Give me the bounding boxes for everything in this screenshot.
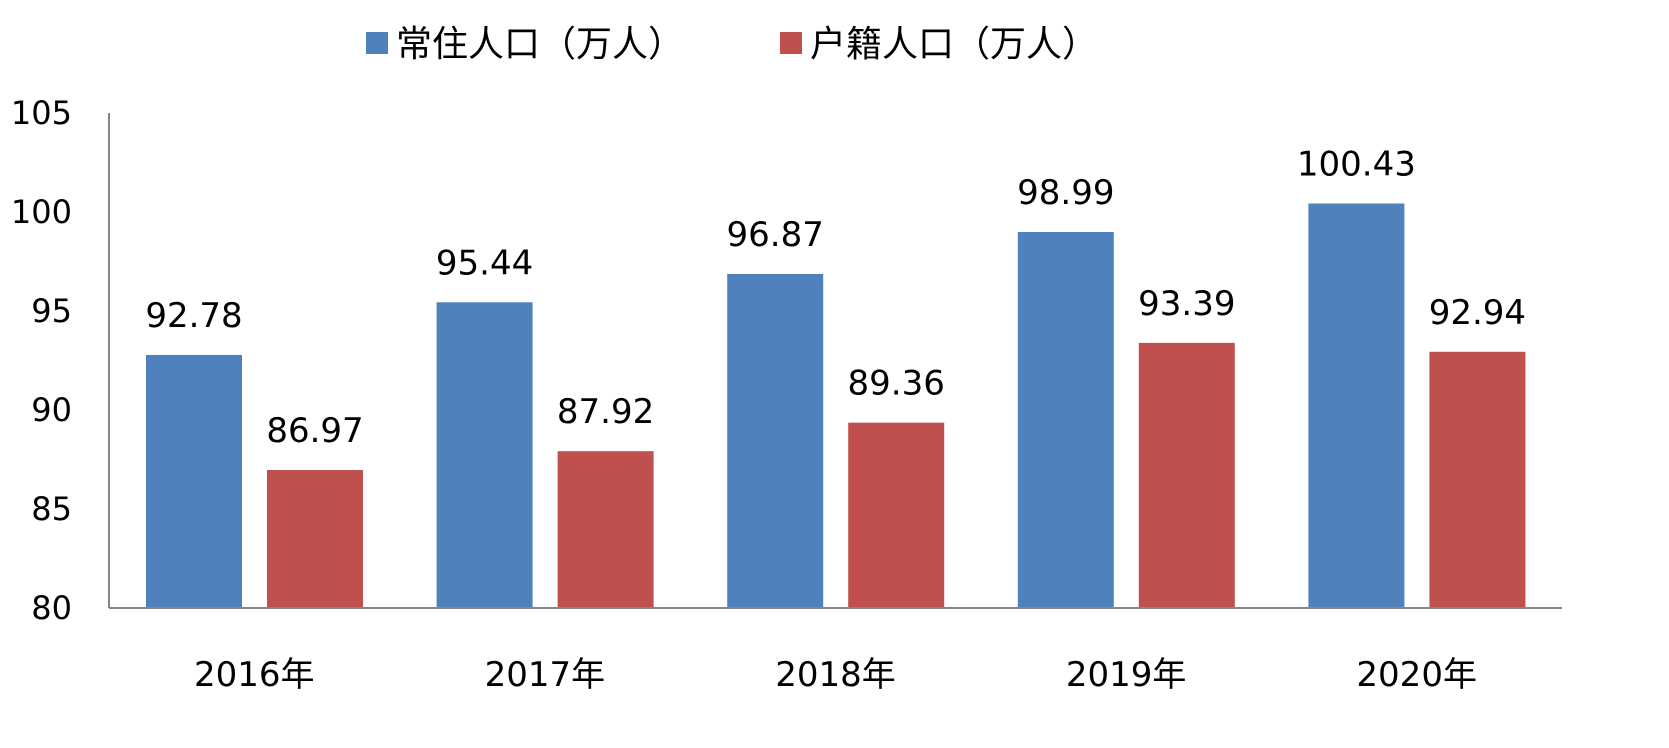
bar-series-2 <box>1429 351 1526 608</box>
legend-label: 户籍人口（万人） <box>810 24 1098 65</box>
data-label: 95.44 <box>436 243 533 283</box>
bar-series-2 <box>848 422 945 608</box>
y-tick-label: 80 <box>31 589 72 627</box>
bars <box>146 203 1526 609</box>
data-label: 86.97 <box>266 411 363 451</box>
x-tick-label: 2020年 <box>1356 655 1477 695</box>
bar-series-1 <box>1017 231 1114 609</box>
data-label: 87.92 <box>557 392 654 432</box>
data-label: 100.43 <box>1297 144 1416 184</box>
legend-label: 常住人口（万人） <box>396 24 684 65</box>
y-tick-label: 85 <box>31 490 72 528</box>
x-tick-label: 2016年 <box>194 655 315 695</box>
legend: 常住人口（万人） 户籍人口（万人） <box>366 24 1098 65</box>
bar-series-1 <box>1308 203 1405 608</box>
y-tick-label: 105 <box>11 94 72 132</box>
data-labels: 92.78 95.44 96.87 98.99 100.43 86.97 87.92 89.3… <box>145 144 1526 451</box>
y-tick-label: 100 <box>11 193 72 231</box>
data-label: 98.99 <box>1017 173 1114 213</box>
x-tick-label: 2017年 <box>485 655 606 695</box>
bar-series-1 <box>436 302 533 608</box>
data-label: 92.78 <box>145 296 242 336</box>
data-label: 96.87 <box>727 215 824 255</box>
x-tick-label: 2019年 <box>1066 655 1187 695</box>
x-axis: 2016年 2017年 2018年 2019年 2020年 <box>109 607 1562 695</box>
bar-series-1 <box>727 273 824 608</box>
bar-series-1 <box>146 354 242 608</box>
bar-series-2 <box>557 451 654 608</box>
data-label: 89.36 <box>848 364 945 404</box>
y-tick-label: 90 <box>31 391 72 429</box>
bar-series-2 <box>267 469 363 608</box>
data-label: 93.39 <box>1138 284 1235 324</box>
legend-swatch <box>366 32 388 54</box>
bar-series-2 <box>1138 342 1235 608</box>
legend-swatch <box>780 32 802 54</box>
y-tick-label: 95 <box>31 292 72 330</box>
x-tick-label: 2018年 <box>775 655 896 695</box>
data-label: 92.94 <box>1429 293 1526 333</box>
y-axis: 80 85 90 95 100 105 <box>11 94 110 627</box>
